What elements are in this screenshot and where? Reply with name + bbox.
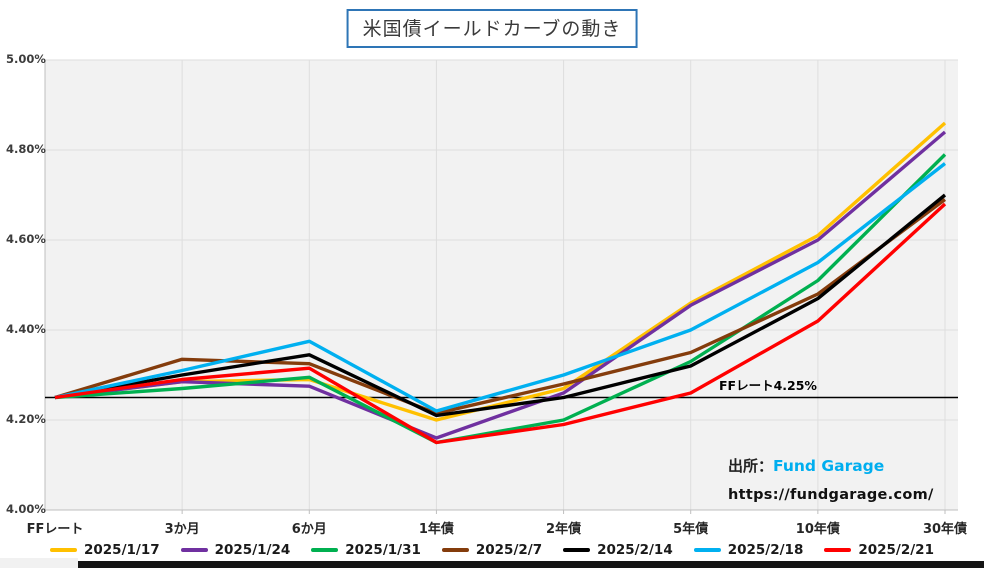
legend-swatch <box>693 548 721 552</box>
source-url: https://fundgarage.com/ <box>728 487 934 503</box>
legend-label: 2025/2/18 <box>727 542 804 558</box>
source-name: Fund Garage <box>773 457 885 475</box>
legend-label: 2025/2/14 <box>597 542 673 558</box>
y-tick-label: 5.00% <box>6 52 46 66</box>
chart-legend: 2025/1/17 2025/1/24 2025/1/31 2025/2/7 2025/… <box>0 539 984 561</box>
source-attribution: 出所：Fund Garage <box>728 455 884 476</box>
series-line-2025/2/21 <box>54 202 947 445</box>
legend-label: 2025/1/17 <box>84 542 160 558</box>
legend-swatch <box>824 548 852 552</box>
legend-swatch <box>50 548 77 552</box>
x-category-label: 30年債 <box>922 522 968 537</box>
legend-item: 2025/2/14 <box>563 542 673 558</box>
source-prefix: 出所： <box>728 457 774 475</box>
x-category-label: 6か月 <box>291 522 327 537</box>
x-category-label: FFレート <box>26 522 84 537</box>
legend-label: 2025/2/21 <box>858 542 934 558</box>
legend-item: 2025/1/31 <box>311 542 421 558</box>
legend-item: 2025/1/17 <box>50 542 160 558</box>
series-line-2025/1/24 <box>54 130 947 440</box>
bottom-left-strip <box>0 558 78 568</box>
chart-title: 米国債イールドカーブの動き <box>346 9 638 48</box>
x-category-label: 10年債 <box>795 522 840 537</box>
legend-item: 2025/1/24 <box>180 542 291 558</box>
ff-rate-annotation: FFレート4.25% <box>719 378 817 393</box>
x-category-label: 2年債 <box>546 522 582 537</box>
x-category-label: 1年債 <box>418 522 454 537</box>
y-tick-label: 4.00% <box>6 502 46 516</box>
legend-swatch <box>441 548 469 552</box>
series-line-2025/2/18 <box>54 162 947 413</box>
legend-label: 2025/1/24 <box>214 542 291 558</box>
x-category-label: 5年債 <box>673 522 709 537</box>
y-tick-label: 4.80% <box>6 142 46 156</box>
y-tick-label: 4.40% <box>6 322 46 336</box>
series-line-2025/1/31 <box>54 153 947 445</box>
legend-swatch <box>180 548 208 552</box>
window-edge-bar <box>78 561 984 568</box>
legend-swatch <box>311 548 339 552</box>
legend-item: 2025/2/21 <box>824 542 934 558</box>
series-line-2025/2/14 <box>54 193 947 418</box>
y-tick-label: 4.20% <box>6 412 46 426</box>
legend-label: 2025/1/31 <box>345 542 421 558</box>
y-tick-label: 4.60% <box>6 232 46 246</box>
legend-item: 2025/2/18 <box>693 542 804 558</box>
legend-swatch <box>563 548 591 552</box>
legend-label: 2025/2/7 <box>475 542 543 558</box>
series-line-2025/2/7 <box>54 198 947 415</box>
legend-item: 2025/2/7 <box>441 542 543 558</box>
x-category-label: 3か月 <box>164 522 200 537</box>
